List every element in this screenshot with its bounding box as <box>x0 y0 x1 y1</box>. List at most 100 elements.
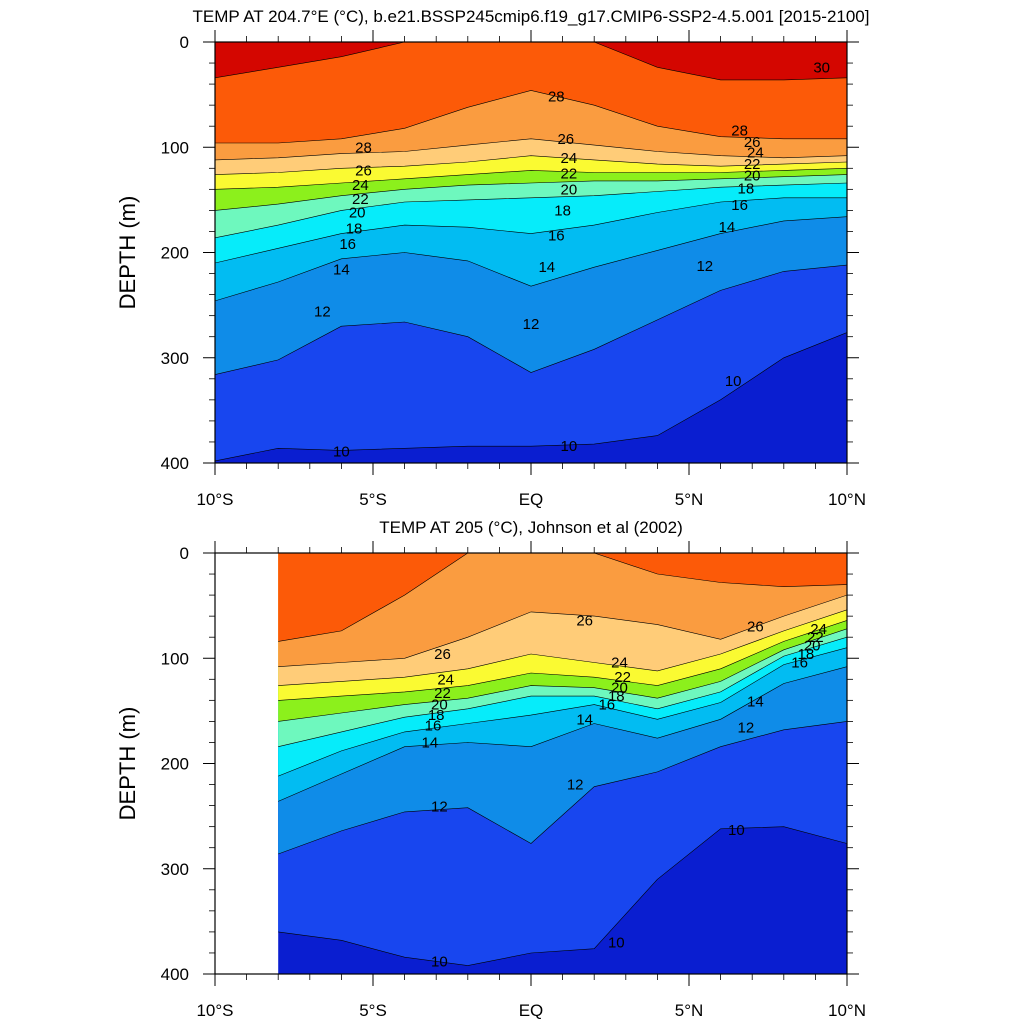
isotherm-14 <box>278 666 847 802</box>
y-axis-label: DEPTH (m) <box>115 196 140 310</box>
isotherm-20 <box>215 174 847 211</box>
y-tick-label: 200 <box>161 244 189 263</box>
contour-label: 26 <box>355 162 372 179</box>
x-tick-label: 5°N <box>675 490 704 509</box>
y-tick-label: 400 <box>161 454 189 473</box>
contour-label: 16 <box>548 228 565 245</box>
contour-label: 24 <box>611 655 628 672</box>
contour-label: 16 <box>598 697 615 714</box>
contour-label: 14 <box>719 219 736 236</box>
contour-label: 26 <box>744 134 761 151</box>
contour-label: 18 <box>608 688 625 705</box>
x-tick-label: 10°S <box>196 1001 233 1020</box>
contour-label: 20 <box>431 697 448 714</box>
contour-label: 26 <box>434 646 451 663</box>
contour-label: 12 <box>431 799 448 816</box>
isotherm-16 <box>278 647 847 777</box>
contour-label: 10 <box>561 438 578 455</box>
contour-label: 22 <box>434 685 451 702</box>
contour-label: 18 <box>428 707 445 724</box>
contour-label: 12 <box>738 720 755 737</box>
contour-label: 24 <box>561 150 578 167</box>
isotherm-28 <box>215 90 847 144</box>
isotherm-30 <box>215 42 847 81</box>
isotherm-18 <box>215 182 847 239</box>
contour-label: 14 <box>422 735 439 752</box>
y-tick-label: 300 <box>161 349 189 368</box>
contour-label: 16 <box>425 718 442 735</box>
chart-title: TEMP AT 205 (°C), Johnson et al (2002) <box>379 518 683 537</box>
contour-label: 24 <box>747 145 764 162</box>
contour-label: 30 <box>813 59 830 76</box>
contour-label: 10 <box>728 822 745 839</box>
y-tick-label: 400 <box>161 965 189 984</box>
contour-label: 22 <box>352 191 369 208</box>
contour-label: 12 <box>567 777 584 794</box>
band-above-28 <box>278 553 847 642</box>
contour-label: 12 <box>523 316 540 333</box>
contour-label: 14 <box>576 711 593 728</box>
x-tick-label: 5°S <box>359 490 387 509</box>
contour-label: 10 <box>608 934 625 951</box>
x-tick-label: EQ <box>519 490 544 509</box>
contour-label: 22 <box>614 669 631 686</box>
isotherm-10 <box>278 826 847 966</box>
x-tick-label: 10°S <box>196 490 233 509</box>
contour-label: 18 <box>554 202 571 219</box>
contour-label: 20 <box>804 638 821 655</box>
x-tick-label: 5°N <box>675 1001 704 1020</box>
band-above-30 <box>215 42 847 80</box>
isotherm-18 <box>278 636 847 747</box>
contour-label: 16 <box>339 236 356 253</box>
isotherm-16 <box>215 197 847 264</box>
contour-label: 24 <box>352 177 369 194</box>
isotherm-26 <box>278 594 847 667</box>
contour-label: 22 <box>807 629 824 646</box>
contour-label: 20 <box>744 168 761 185</box>
contour-label: 28 <box>355 139 372 156</box>
contour-label: 18 <box>798 646 815 663</box>
isotherm-28 <box>278 553 847 642</box>
contour-field <box>215 42 847 463</box>
contour-label: 10 <box>431 953 448 970</box>
isotherm-22 <box>278 620 847 701</box>
contour-label: 24 <box>810 621 827 638</box>
contour-label: 22 <box>561 166 578 183</box>
contour-field <box>278 553 847 974</box>
contour-label: 28 <box>548 89 565 106</box>
contour-label: 26 <box>747 619 764 636</box>
y-tick-label: 0 <box>180 544 189 563</box>
contour-label: 20 <box>561 181 578 198</box>
x-tick-label: 10°N <box>828 490 866 509</box>
contour-label: 10 <box>333 443 350 460</box>
contour-label: 14 <box>538 259 555 276</box>
x-tick-label: EQ <box>519 1001 544 1020</box>
y-tick-label: 0 <box>180 33 189 52</box>
x-tick-label: 10°N <box>828 1001 866 1020</box>
isotherm-20 <box>278 628 847 722</box>
isotherm-12 <box>278 721 847 855</box>
contour-label: 18 <box>346 220 363 237</box>
contour-label: 10 <box>725 373 742 390</box>
panel-1: 2826242220181614121028262422201816141210… <box>115 7 870 509</box>
contour-label: 14 <box>333 261 350 278</box>
contour-label: 16 <box>791 655 808 672</box>
contour-label: 26 <box>576 612 593 629</box>
isotherm-24 <box>278 609 847 686</box>
contour-label: 24 <box>437 671 454 688</box>
isotherm-22 <box>215 168 847 190</box>
y-tick-label: 100 <box>161 649 189 668</box>
y-axis-label: DEPTH (m) <box>115 707 140 821</box>
isotherm-12 <box>215 264 847 375</box>
y-tick-label: 100 <box>161 138 189 157</box>
isotherm-14 <box>215 216 847 302</box>
isotherm-26 <box>215 138 847 161</box>
contour-label: 22 <box>744 156 761 173</box>
x-tick-label: 5°S <box>359 1001 387 1020</box>
y-tick-label: 200 <box>161 755 189 774</box>
contour-label: 20 <box>611 680 628 697</box>
contour-label: 14 <box>747 693 764 710</box>
contour-label: 16 <box>731 197 748 214</box>
